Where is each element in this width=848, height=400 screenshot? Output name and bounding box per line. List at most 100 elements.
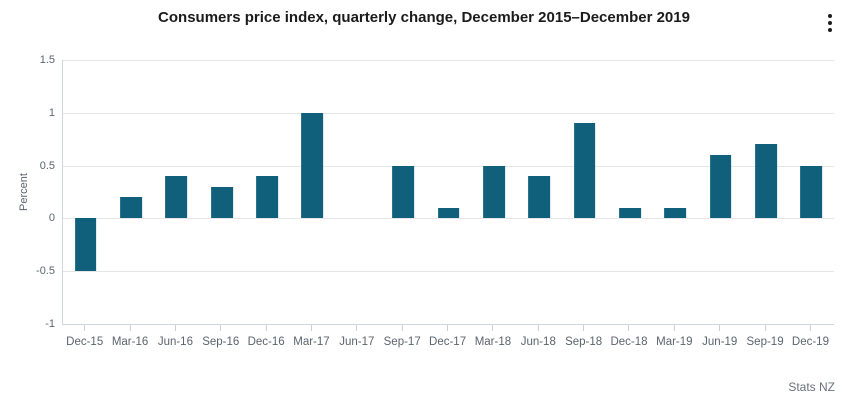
x-tick-mark [764, 325, 766, 331]
bar-Jun-16[interactable] [165, 176, 188, 219]
bar-slot-Jun-18 [517, 60, 562, 324]
y-tick-label: 1 [48, 106, 55, 119]
gridline-0.5 [63, 165, 834, 167]
bar-Mar-17[interactable] [301, 112, 324, 219]
bar-Dec-17[interactable] [437, 207, 460, 219]
menu-dot [828, 28, 832, 32]
x-tick [198, 325, 243, 331]
bar-slot-Mar-18 [471, 60, 516, 324]
bar-Sep-19[interactable] [755, 144, 777, 219]
bar-slot-Dec-18 [607, 60, 652, 324]
y-tick-label: -1 [45, 318, 55, 330]
bar-slot-Dec-19 [789, 60, 834, 324]
bar-Mar-19[interactable] [664, 207, 687, 219]
x-tick [380, 325, 425, 331]
y-tick-label: 1.5 [39, 54, 55, 66]
x-tick-label: Sep-19 [746, 336, 784, 348]
x-tick [289, 325, 334, 331]
x-tick [561, 325, 606, 331]
y-tick-label: -0.5 [36, 265, 55, 278]
x-tick [652, 325, 697, 331]
bar-slot-Sep-16 [199, 60, 244, 324]
bar-series [63, 60, 834, 324]
bar-slot-Jun-16 [154, 60, 199, 324]
x-tick [107, 325, 152, 331]
x-tick-mark [719, 325, 721, 331]
bar-slot-Jun-17 [335, 60, 380, 324]
bar-slot-Sep-18 [562, 60, 607, 324]
bar-slot-Sep-19 [743, 60, 788, 324]
x-tick [697, 325, 742, 331]
bar-Dec-19[interactable] [800, 165, 823, 219]
x-tick-label: Dec-16 [247, 336, 285, 348]
bar-slot-Dec-16 [244, 60, 289, 324]
gridline-1.5 [63, 60, 834, 61]
x-tick-label: Mar-16 [111, 336, 149, 348]
x-tick-label: Mar-17 [293, 336, 330, 348]
y-tick-label: 0.5 [39, 159, 55, 172]
x-tick-mark [310, 325, 312, 331]
x-tick-label: Dec-18 [610, 336, 648, 348]
x-tick [334, 325, 379, 331]
x-tick-label: Sep-17 [383, 336, 421, 348]
x-tick-label: Sep-18 [565, 336, 603, 348]
x-tick-label: Mar-19 [656, 336, 693, 348]
x-tick-mark [583, 325, 585, 331]
bar-Dec-15[interactable] [74, 218, 97, 272]
x-tick [742, 325, 787, 331]
x-tick-label: Mar-18 [474, 336, 512, 348]
y-axis-title: Percent [18, 173, 30, 211]
bar-Mar-18[interactable] [483, 165, 505, 219]
x-tick [243, 325, 288, 331]
bar-Sep-18[interactable] [573, 123, 596, 219]
credits-link[interactable]: Stats NZ [788, 380, 835, 394]
x-tick-mark [447, 325, 449, 331]
bar-Sep-16[interactable] [210, 186, 233, 219]
bar-Mar-16[interactable] [120, 197, 142, 219]
x-tick-mark [84, 325, 86, 331]
x-axis-labels: Dec-15 Mar-16 Jun-16 Sep-16 Dec-16 Mar-17 Jun-… [62, 336, 833, 348]
x-axis-ticks [62, 325, 833, 331]
x-tick-label: Jun-19 [702, 336, 738, 348]
x-tick [788, 325, 833, 331]
bar-Sep-17[interactable] [392, 165, 415, 219]
gridline-0 [63, 218, 834, 220]
x-tick-label: Dec-17 [429, 336, 467, 348]
y-tick-label: 0 [48, 212, 55, 225]
x-tick-mark [809, 325, 811, 331]
bar-Jun-19[interactable] [709, 155, 732, 219]
x-tick [516, 325, 561, 331]
gridline-1 [63, 112, 834, 114]
bar-Dec-18[interactable] [619, 207, 641, 219]
x-tick-mark [628, 325, 630, 331]
x-tick-mark [356, 325, 358, 331]
bar-slot-Jun-19 [698, 60, 743, 324]
x-tick-label: Sep-16 [202, 336, 240, 348]
x-tick-mark [220, 325, 222, 331]
bar-slot-Dec-17 [426, 60, 471, 324]
x-tick [62, 325, 107, 331]
plot-area [62, 60, 834, 325]
menu-dot [828, 14, 832, 18]
x-tick [606, 325, 651, 331]
bar-Jun-18[interactable] [528, 176, 551, 219]
kebab-menu-icon[interactable] [821, 10, 839, 36]
bar-Dec-16[interactable] [256, 176, 278, 219]
x-tick [425, 325, 470, 331]
x-tick-mark [537, 325, 539, 331]
bar-slot-Mar-17 [290, 60, 335, 324]
x-tick-label: Jun-16 [157, 336, 193, 348]
x-tick-mark [673, 325, 675, 331]
x-tick-label: Jun-17 [339, 336, 375, 348]
x-tick-mark [265, 325, 267, 331]
bar-slot-Mar-19 [653, 60, 698, 324]
x-tick-mark [492, 325, 494, 331]
menu-dot [828, 21, 832, 25]
bar-slot-Mar-16 [108, 60, 153, 324]
x-tick-label: Dec-19 [791, 336, 829, 348]
x-tick [470, 325, 515, 331]
x-tick [153, 325, 198, 331]
bar-slot-Sep-17 [381, 60, 426, 324]
x-tick-label: Dec-15 [66, 336, 104, 348]
